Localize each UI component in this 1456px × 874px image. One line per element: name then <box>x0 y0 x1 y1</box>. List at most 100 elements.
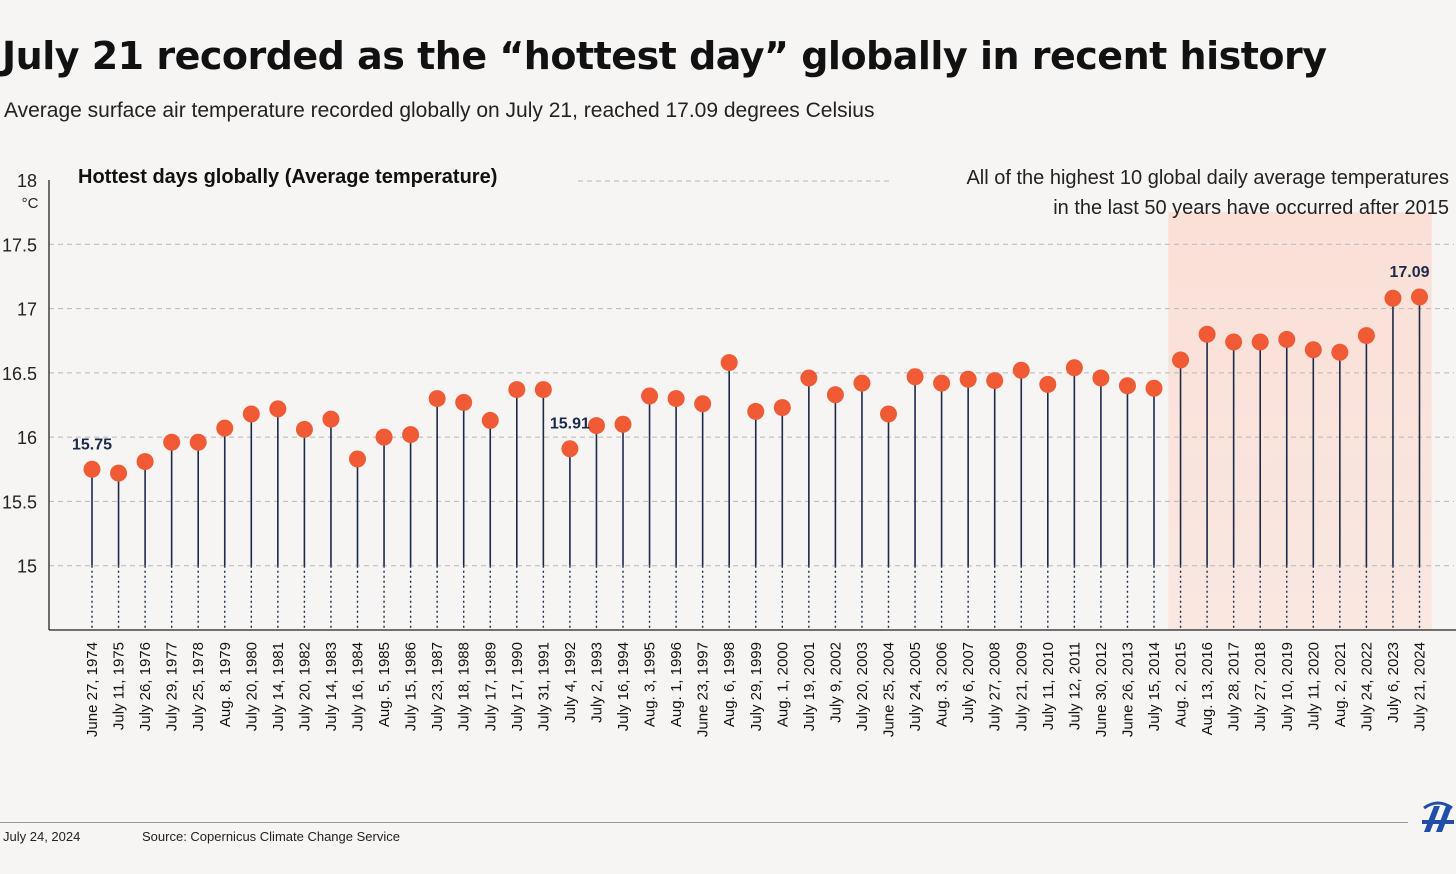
data-label: 15.91 <box>550 416 590 433</box>
y-tick-label: 15 <box>17 557 37 577</box>
data-point <box>83 460 101 478</box>
x-tick-label: June 25, 2004 <box>881 642 898 737</box>
x-tick-label: July 29, 1977 <box>164 642 181 731</box>
data-point <box>694 395 712 413</box>
x-tick-label: July 20, 1980 <box>243 642 260 731</box>
x-tick-label: June 26, 2013 <box>1119 642 1136 737</box>
data-point <box>641 387 659 405</box>
x-tick-label: Aug. 6, 1998 <box>721 642 738 727</box>
data-point <box>773 399 791 417</box>
x-tick-label: July 19, 2001 <box>801 642 818 731</box>
data-label: 15.75 <box>72 436 112 453</box>
data-point <box>1092 369 1110 387</box>
data-point <box>349 450 366 468</box>
x-tick-label: July 24, 2022 <box>1358 642 1375 731</box>
data-point <box>1198 325 1216 343</box>
x-tick-label: July 15, 1986 <box>403 642 420 731</box>
x-tick-label: Aug. 1, 2000 <box>774 642 791 727</box>
x-tick-label: July 24, 2005 <box>907 642 924 731</box>
y-tick-label: 16 <box>17 428 37 448</box>
data-point <box>986 372 1004 390</box>
data-point <box>1118 377 1136 395</box>
y-tick-label: 17 <box>17 300 37 320</box>
x-tick-label: July 29, 1999 <box>748 642 765 731</box>
data-point <box>1357 327 1375 345</box>
data-point <box>1012 361 1030 379</box>
data-point <box>933 374 951 392</box>
data-point <box>163 433 181 451</box>
x-tick-label: July 14, 1983 <box>323 642 340 731</box>
x-tick-label: July 11, 2010 <box>1040 642 1057 730</box>
data-point <box>189 433 207 451</box>
data-point <box>1225 333 1243 351</box>
y-tick-label: 15.5 <box>2 492 37 512</box>
data-point <box>375 428 393 446</box>
highlight-region <box>1168 212 1432 630</box>
data-point <box>428 390 446 408</box>
x-tick-label: July 10, 2019 <box>1279 642 1296 731</box>
x-tick-label: July 16, 1984 <box>350 642 367 731</box>
x-tick-label: July 21, 2009 <box>1013 642 1030 731</box>
data-point <box>880 405 897 423</box>
data-label: 17.09 <box>1389 264 1429 281</box>
x-tick-label: July 16, 1994 <box>615 642 632 731</box>
x-tick-label: July 6, 2007 <box>960 642 977 723</box>
chart-subtitle: Average surface air temperature recorded… <box>4 99 875 122</box>
x-tick-label: July 2, 1993 <box>588 642 605 723</box>
x-tick-label: July 25, 1978 <box>190 642 207 731</box>
x-tick-label: Aug. 2, 2021 <box>1332 642 1349 727</box>
data-point <box>1172 351 1190 369</box>
data-point <box>269 400 287 418</box>
data-point <box>1065 359 1083 377</box>
data-point <box>959 370 977 388</box>
x-tick-label: July 20, 1982 <box>296 642 313 731</box>
x-tick-label: July 26, 1976 <box>137 642 154 731</box>
x-tick-label: July 11, 1975 <box>111 642 128 730</box>
x-tick-label: Aug. 1, 1996 <box>668 642 685 727</box>
data-point <box>402 426 420 444</box>
data-point <box>1145 379 1163 397</box>
data-point <box>481 411 499 429</box>
x-tick-label: June 30, 2012 <box>1093 642 1110 737</box>
x-tick-label: July 11, 2020 <box>1305 642 1322 730</box>
footer-source: Source: Copernicus Climate Change Servic… <box>142 829 400 844</box>
x-tick-label: July 18, 1988 <box>456 642 473 731</box>
x-tick-label: July 12, 2011 <box>1066 642 1083 730</box>
footer-date: July 24, 2024 <box>3 829 81 844</box>
x-tick-label: June 23, 1997 <box>695 642 712 737</box>
data-point <box>1384 289 1402 307</box>
x-tick-label: Aug. 5, 1985 <box>376 642 393 727</box>
x-tick-label: July 21, 2024 <box>1412 642 1429 731</box>
x-tick-label: July 4, 1992 <box>562 642 579 723</box>
data-point <box>242 405 260 423</box>
y-tick-label: 17.5 <box>2 235 37 255</box>
x-tick-label: July 17, 1989 <box>482 642 499 731</box>
chart-inner-title: Hottest days globally (Average temperatu… <box>78 166 497 188</box>
data-point <box>216 419 234 437</box>
data-point <box>667 390 685 408</box>
y-tick-label: 16.5 <box>2 364 37 384</box>
data-point <box>322 410 340 428</box>
x-tick-label: Aug. 3, 2006 <box>934 642 951 727</box>
data-point <box>1251 333 1269 351</box>
data-point <box>614 415 632 433</box>
x-tick-label: July 15, 2014 <box>1146 642 1163 731</box>
x-tick-label: July 17, 1990 <box>509 642 526 731</box>
annotation-line: All of the highest 10 global daily avera… <box>966 167 1449 189</box>
data-point <box>110 464 128 482</box>
x-tick-label: July 28, 2017 <box>1226 642 1243 731</box>
data-point <box>720 354 738 372</box>
lollipop-chart: 15 15.5 16 16.5 17 17.5 18 °C Hottest days globa… <box>2 166 1456 737</box>
x-tick-label: July 31, 1991 <box>535 642 552 731</box>
x-tick-label: July 27, 2008 <box>987 642 1004 731</box>
footer-divider <box>0 822 1408 823</box>
x-tick-label: July 6, 2023 <box>1385 642 1402 723</box>
data-point <box>906 368 924 386</box>
data-point <box>826 386 844 404</box>
data-point <box>1331 343 1349 361</box>
aa-logo-icon <box>1422 801 1454 832</box>
data-point <box>508 381 526 399</box>
x-tick-label: Aug. 2, 2015 <box>1173 642 1190 727</box>
data-point <box>136 453 154 471</box>
x-tick-label: July 14, 1981 <box>270 642 287 731</box>
